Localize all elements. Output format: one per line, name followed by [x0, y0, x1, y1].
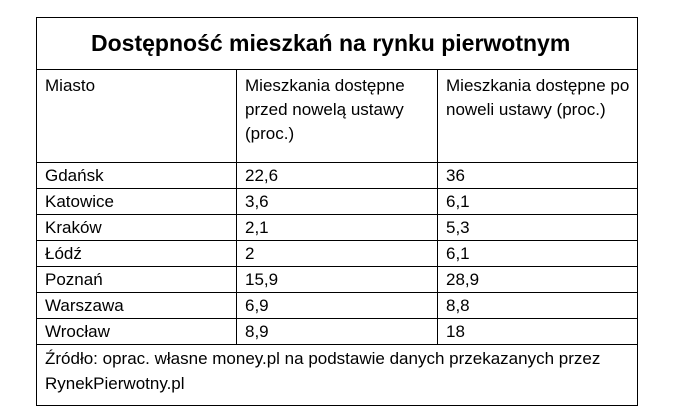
header-after: Mieszkania dostępne po noweli ustawy (pr…: [446, 76, 630, 119]
before-cell: 8,9: [237, 319, 438, 344]
table-row: Łódź 2 6,1: [37, 241, 637, 267]
availability-table: Dostępność mieszkań na rynku pierwotnym …: [36, 17, 638, 406]
before-cell: 15,9: [237, 267, 438, 292]
after-cell: 18: [446, 322, 465, 341]
table-title: Dostępność mieszkań na rynku pierwotnym: [37, 18, 637, 70]
after-cell: 6,1: [446, 244, 470, 263]
after-cell: 6,1: [446, 192, 470, 211]
city-cell: Kraków: [37, 215, 237, 240]
table-row: Poznań 15,9 28,9: [37, 267, 637, 293]
before-cell: 2: [237, 241, 438, 266]
after-cell: 5,3: [446, 218, 470, 237]
table-row: Warszawa 6,9 8,8: [37, 293, 637, 319]
city-cell: Katowice: [37, 189, 237, 214]
before-cell: 2,1: [237, 215, 438, 240]
table-row: Gdańsk 22,6 36: [37, 163, 637, 189]
city-cell: Poznań: [37, 267, 237, 292]
table-row: Kraków 2,1 5,3: [37, 215, 637, 241]
header-before: Mieszkania dostępne przed nowelą ustawy …: [237, 70, 438, 162]
before-cell: 3,6: [237, 189, 438, 214]
city-cell: Wrocław: [37, 319, 237, 344]
after-cell: 28,9: [446, 270, 480, 289]
city-cell: Warszawa: [37, 293, 237, 318]
source-note: Źródło: oprac. własne money.pl na podsta…: [45, 349, 601, 393]
city-cell: Łódź: [37, 241, 237, 266]
city-cell: Gdańsk: [37, 163, 237, 188]
header-city: Miasto: [37, 70, 237, 162]
table-header-row: Miasto Mieszkania dostępne przed nowelą …: [37, 70, 637, 163]
table-row: Katowice 3,6 6,1: [37, 189, 637, 215]
after-cell: 8,8: [446, 296, 470, 315]
after-cell: 36: [446, 166, 465, 185]
before-cell: 6,9: [237, 293, 438, 318]
before-cell: 22,6: [237, 163, 438, 188]
table-row: Wrocław 8,9 18: [37, 319, 637, 345]
